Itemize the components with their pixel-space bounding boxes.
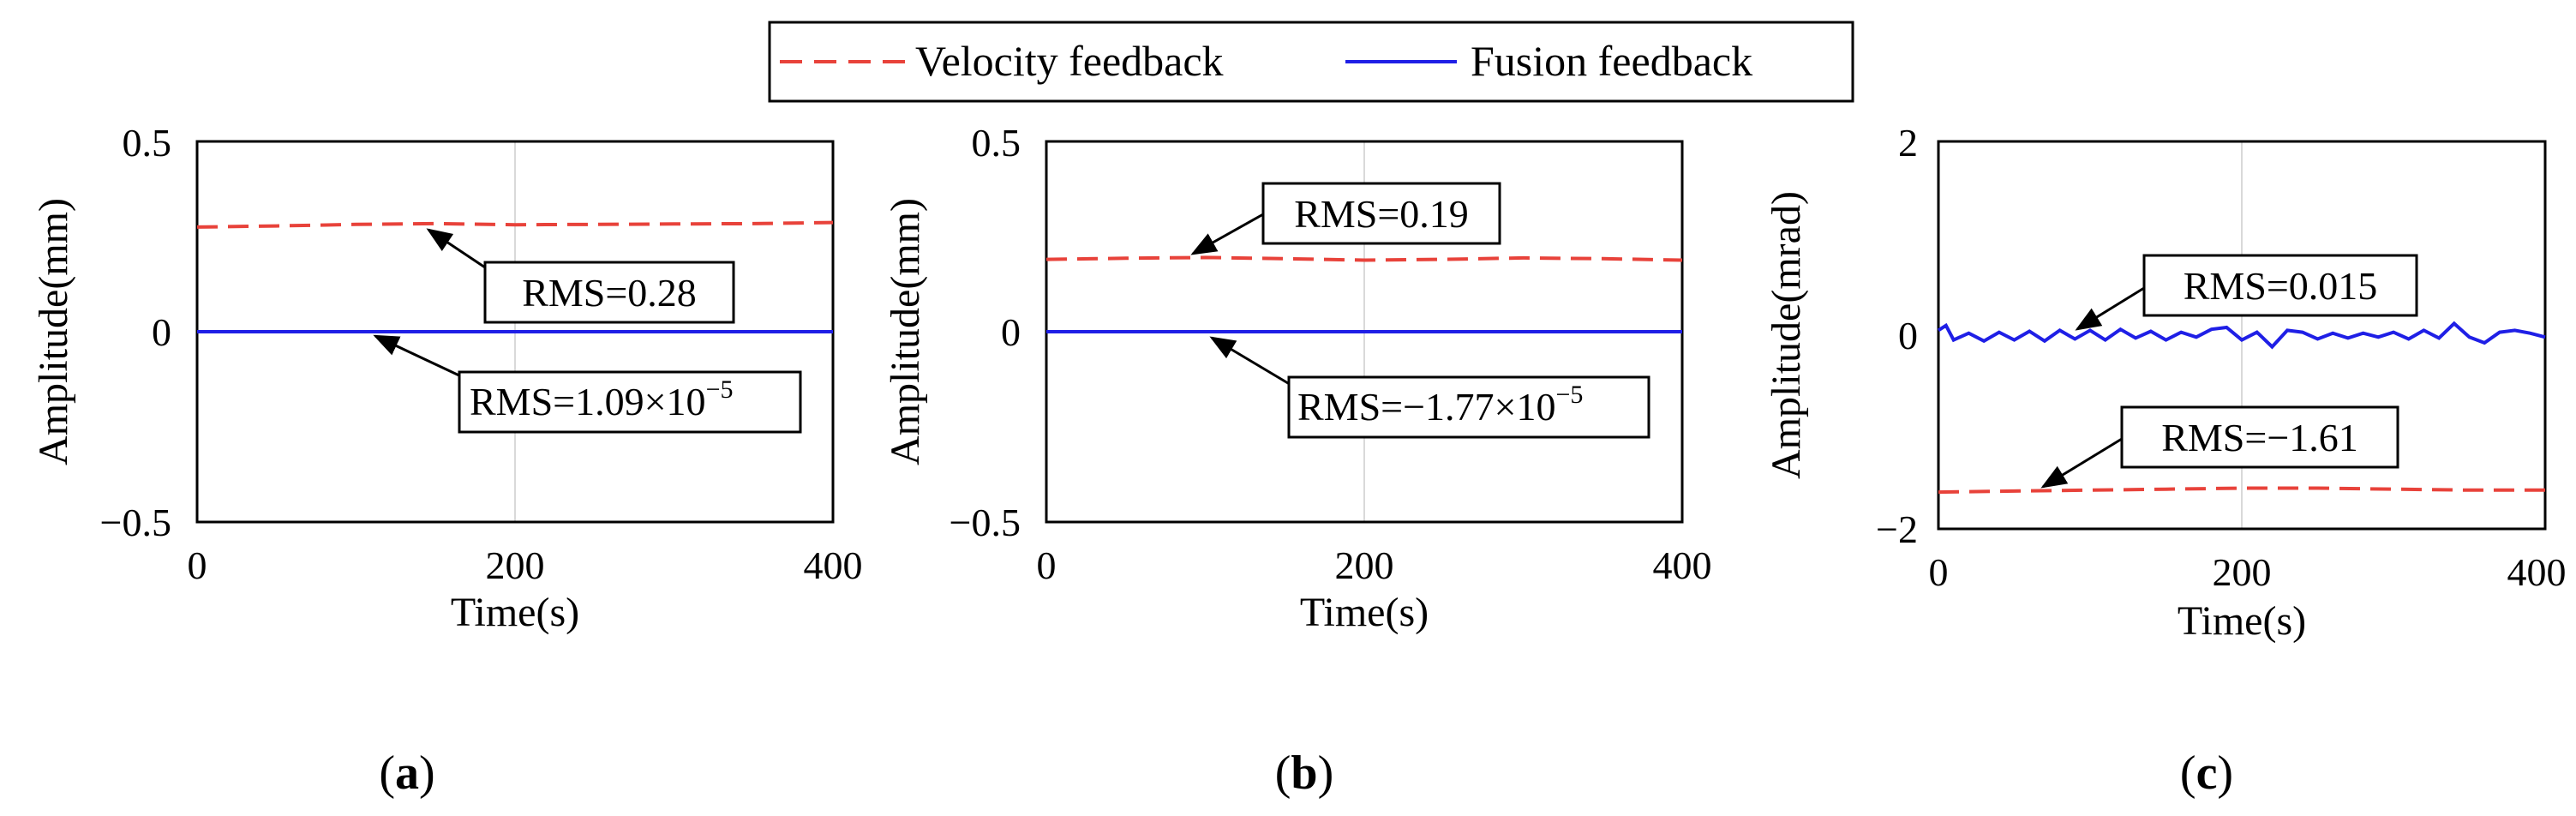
panel-b-arrow-velocity bbox=[1190, 213, 1264, 255]
legend-box bbox=[768, 21, 1854, 103]
panel-a-ylabel: Amplitude(mm) bbox=[31, 198, 76, 465]
panel-c-ylabel: Amplitude(mrad) bbox=[1764, 191, 1809, 479]
panel-a-ytick-mid: 0 bbox=[152, 310, 171, 354]
panel-a-arrow-velocity bbox=[426, 228, 486, 269]
panel-c-arrow-fusion bbox=[2075, 286, 2145, 331]
panel-c-xtick-mid: 200 bbox=[2213, 550, 2272, 594]
panel-b-ytick-top: 0.5 bbox=[972, 121, 1021, 165]
panel-c-xtick-left: 0 bbox=[1929, 550, 1949, 594]
panel-a-annotation-box-velocity bbox=[483, 261, 735, 324]
panel-c-annotation-box-fusion bbox=[2142, 254, 2418, 317]
panel-c-xtick-right: 400 bbox=[2507, 550, 2567, 594]
panel-c-series-fusion-line bbox=[1937, 321, 2546, 350]
legend: Velocity feedback Fusion feedback bbox=[768, 21, 1854, 103]
panel-b-arrow-fusion bbox=[1209, 336, 1293, 387]
panel-b-xtick-mid: 200 bbox=[1335, 543, 1394, 587]
panel-c-annotation-fusion: RMS=0.015 bbox=[2184, 264, 2378, 308]
panel-a-arrow-fusion bbox=[373, 334, 464, 379]
panel-b-xtick-right: 400 bbox=[1653, 543, 1712, 587]
panel-b-annotation-fusion-exp: −5 bbox=[1556, 381, 1584, 409]
panel-b: 0.5 0 −0.5 0 200 400 Time(s) Amplitude(m… bbox=[883, 121, 1712, 800]
panel-a-series-layer bbox=[196, 220, 834, 333]
panel-c-xlabel: Time(s) bbox=[2178, 598, 2306, 644]
panel-b-series-velocity-line bbox=[1045, 255, 1683, 262]
panel-c-label: (c) bbox=[2180, 747, 2233, 800]
panel-c-axes-box bbox=[1937, 140, 2547, 531]
panel-b-ylabel: Amplitude(mm) bbox=[883, 198, 928, 465]
legend-label-fusion: Fusion feedback bbox=[1471, 37, 1752, 85]
panel-a: 0.5 0 −0.5 0 200 400 Time(s) Amplitude(m… bbox=[31, 121, 863, 800]
panel-a-label-letter: a bbox=[395, 747, 419, 800]
panel-a-ytick-top: 0.5 bbox=[123, 121, 172, 165]
panel-b-annotation-fusion-base: RMS=−1.77×10 bbox=[1297, 385, 1556, 429]
panel-a-label: (a) bbox=[379, 747, 434, 800]
panel-c-annotation-velocity: RMS=−1.61 bbox=[2161, 416, 2358, 459]
panel-b-label-letter: b bbox=[1291, 747, 1317, 800]
panel-c: 2 0 −2 0 200 400 Time(s) Amplitude(mrad)… bbox=[1764, 121, 2567, 800]
panel-c-series-velocity-line bbox=[1938, 486, 2545, 495]
legend-label-velocity: Velocity feedback bbox=[915, 37, 1224, 85]
panel-b-annotation-fusion: RMS=−1.77×10−5 bbox=[1297, 381, 1583, 429]
panel-a-ytick-bottom: −0.5 bbox=[100, 501, 171, 544]
panel-a-xtick-left: 0 bbox=[188, 543, 207, 587]
panel-a-annotation-box-fusion bbox=[458, 370, 802, 434]
panel-a-xtick-right: 400 bbox=[804, 543, 863, 587]
panel-c-ytick-bottom: −2 bbox=[1876, 507, 1918, 551]
panel-c-ytick-mid: 0 bbox=[1898, 314, 1918, 357]
panel-b-ytick-mid: 0 bbox=[1001, 310, 1021, 354]
panel-a-series-velocity-line bbox=[196, 220, 834, 229]
panel-b-label: (b) bbox=[1275, 747, 1333, 800]
panel-c-arrow-velocity bbox=[2040, 437, 2123, 489]
panel-c-ytick-top: 2 bbox=[1898, 121, 1918, 165]
panel-a-annotation-fusion-base: RMS=1.09×10 bbox=[470, 380, 706, 423]
panel-b-annotation-box-velocity bbox=[1261, 182, 1501, 245]
panel-a-xlabel: Time(s) bbox=[451, 590, 579, 635]
panel-b-xlabel: Time(s) bbox=[1300, 590, 1429, 635]
panel-b-annotation-velocity: RMS=0.19 bbox=[1294, 192, 1469, 236]
panel-c-label-letter: c bbox=[2196, 747, 2218, 800]
panel-b-annotation-box-fusion bbox=[1287, 375, 1650, 439]
panel-a-xtick-mid: 200 bbox=[486, 543, 545, 587]
panel-a-annotation-fusion-exp: −5 bbox=[706, 375, 734, 404]
panel-c-series-layer bbox=[1937, 321, 2546, 495]
panel-a-annotation-fusion: RMS=1.09×10−5 bbox=[470, 375, 733, 423]
panel-a-annotation-velocity: RMS=0.28 bbox=[522, 271, 697, 315]
panel-b-series-layer bbox=[1045, 255, 1683, 333]
panel-c-annotation-box-velocity bbox=[2120, 405, 2399, 469]
panel-b-xtick-left: 0 bbox=[1037, 543, 1057, 587]
panel-b-ytick-bottom: −0.5 bbox=[950, 501, 1021, 544]
